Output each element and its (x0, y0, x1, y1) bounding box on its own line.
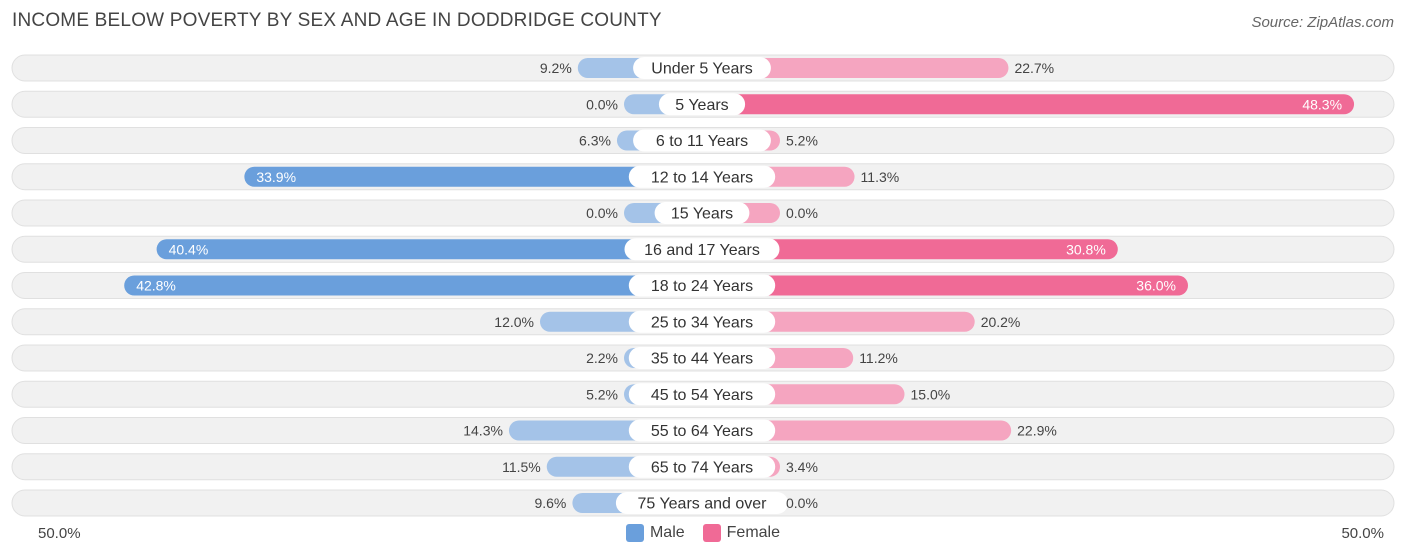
category-label-bg (624, 238, 780, 261)
category-label-bg (658, 93, 746, 116)
category-label: 35 to 44 Years (651, 351, 753, 368)
axis-max-label: 50.0% (1341, 525, 1384, 542)
legend: Male Female (0, 524, 1406, 542)
value-label-female: 36.0% (1136, 278, 1176, 294)
legend-swatch-female (702, 524, 721, 542)
value-label-female: 0.0% (786, 205, 818, 221)
category-label-bg (628, 455, 776, 478)
value-label-female: 11.2% (859, 350, 898, 366)
legend-item-male[interactable]: Male (625, 524, 685, 542)
value-label-male: 0.0% (586, 205, 618, 221)
category-label-bg (628, 274, 776, 297)
bar-male[interactable] (156, 239, 703, 260)
chart-title: INCOME BELOW POVERTY BY SEX AND AGE IN D… (12, 10, 662, 31)
bar-female[interactable] (702, 420, 1012, 441)
category-label: 6 to 11 Years (656, 133, 748, 150)
category-label-bg (628, 310, 776, 333)
category-label-bg (628, 383, 776, 406)
value-label-female: 48.3% (1302, 96, 1342, 112)
category-label: 5 Years (675, 97, 728, 114)
value-label-male: 40.4% (169, 241, 209, 257)
value-label-female: 0.0% (786, 495, 818, 511)
value-label-male: 12.0% (494, 314, 534, 330)
chart-canvas: Under 5 Years 9.2% 22.7% 5 Years 0.0% 48.3% 6 … (11, 54, 1395, 517)
category-label: 18 to 24 Years (651, 278, 753, 295)
bar-female[interactable] (702, 58, 1009, 78)
value-label-male: 9.6% (534, 495, 566, 511)
value-label-male: 6.3% (579, 133, 611, 149)
value-label-female: 15.0% (911, 386, 951, 402)
value-label-male: 14.3% (463, 423, 503, 439)
bar-female[interactable] (702, 275, 1188, 296)
value-label-male: 42.8% (136, 278, 176, 294)
category-label: Under 5 Years (651, 61, 752, 78)
legend-label-male: Male (649, 524, 685, 541)
value-label-female: 22.9% (1017, 423, 1057, 439)
value-label-male: 0.0% (586, 96, 618, 112)
category-label: 25 to 34 Years (651, 314, 753, 331)
value-label-male: 11.5% (502, 459, 541, 475)
category-label-bg (628, 347, 776, 369)
bar-female[interactable] (702, 94, 1355, 115)
category-label: 12 to 14 Years (651, 169, 753, 186)
category-label: 55 to 64 Years (651, 423, 753, 440)
category-label-bg (633, 129, 771, 152)
bar-male[interactable] (244, 166, 702, 187)
category-label-bg (628, 165, 776, 188)
category-label-bg (615, 492, 789, 514)
bar-male[interactable] (124, 275, 702, 296)
value-label-female: 11.3% (861, 169, 900, 185)
category-label: 75 Years and over (638, 496, 768, 513)
value-label-female: 20.2% (981, 314, 1021, 330)
category-label: 45 to 54 Years (651, 387, 753, 404)
legend-item-female[interactable]: Female (702, 524, 781, 542)
value-label-male: 9.2% (540, 60, 572, 76)
value-label-male: 33.9% (256, 169, 296, 185)
axis-min-label: 50.0% (38, 525, 81, 542)
value-label-female: 3.4% (786, 459, 818, 475)
category-label-bg (654, 202, 750, 224)
value-label-female: 22.7% (1014, 60, 1054, 76)
value-label-male: 5.2% (586, 386, 618, 402)
category-label: 65 to 74 Years (651, 459, 753, 476)
bar-female[interactable] (702, 239, 1118, 260)
value-label-female: 30.8% (1066, 241, 1106, 257)
category-label: 15 Years (671, 206, 733, 223)
category-label-bg (633, 57, 771, 79)
category-label-bg (628, 419, 776, 442)
category-label: 16 and 17 Years (644, 242, 760, 259)
source-credit: Source: ZipAtlas.com (1251, 14, 1394, 31)
legend-swatch-male (625, 524, 644, 542)
value-label-female: 5.2% (786, 133, 818, 149)
legend-label-female: Female (726, 524, 781, 541)
value-label-male: 2.2% (586, 350, 618, 366)
